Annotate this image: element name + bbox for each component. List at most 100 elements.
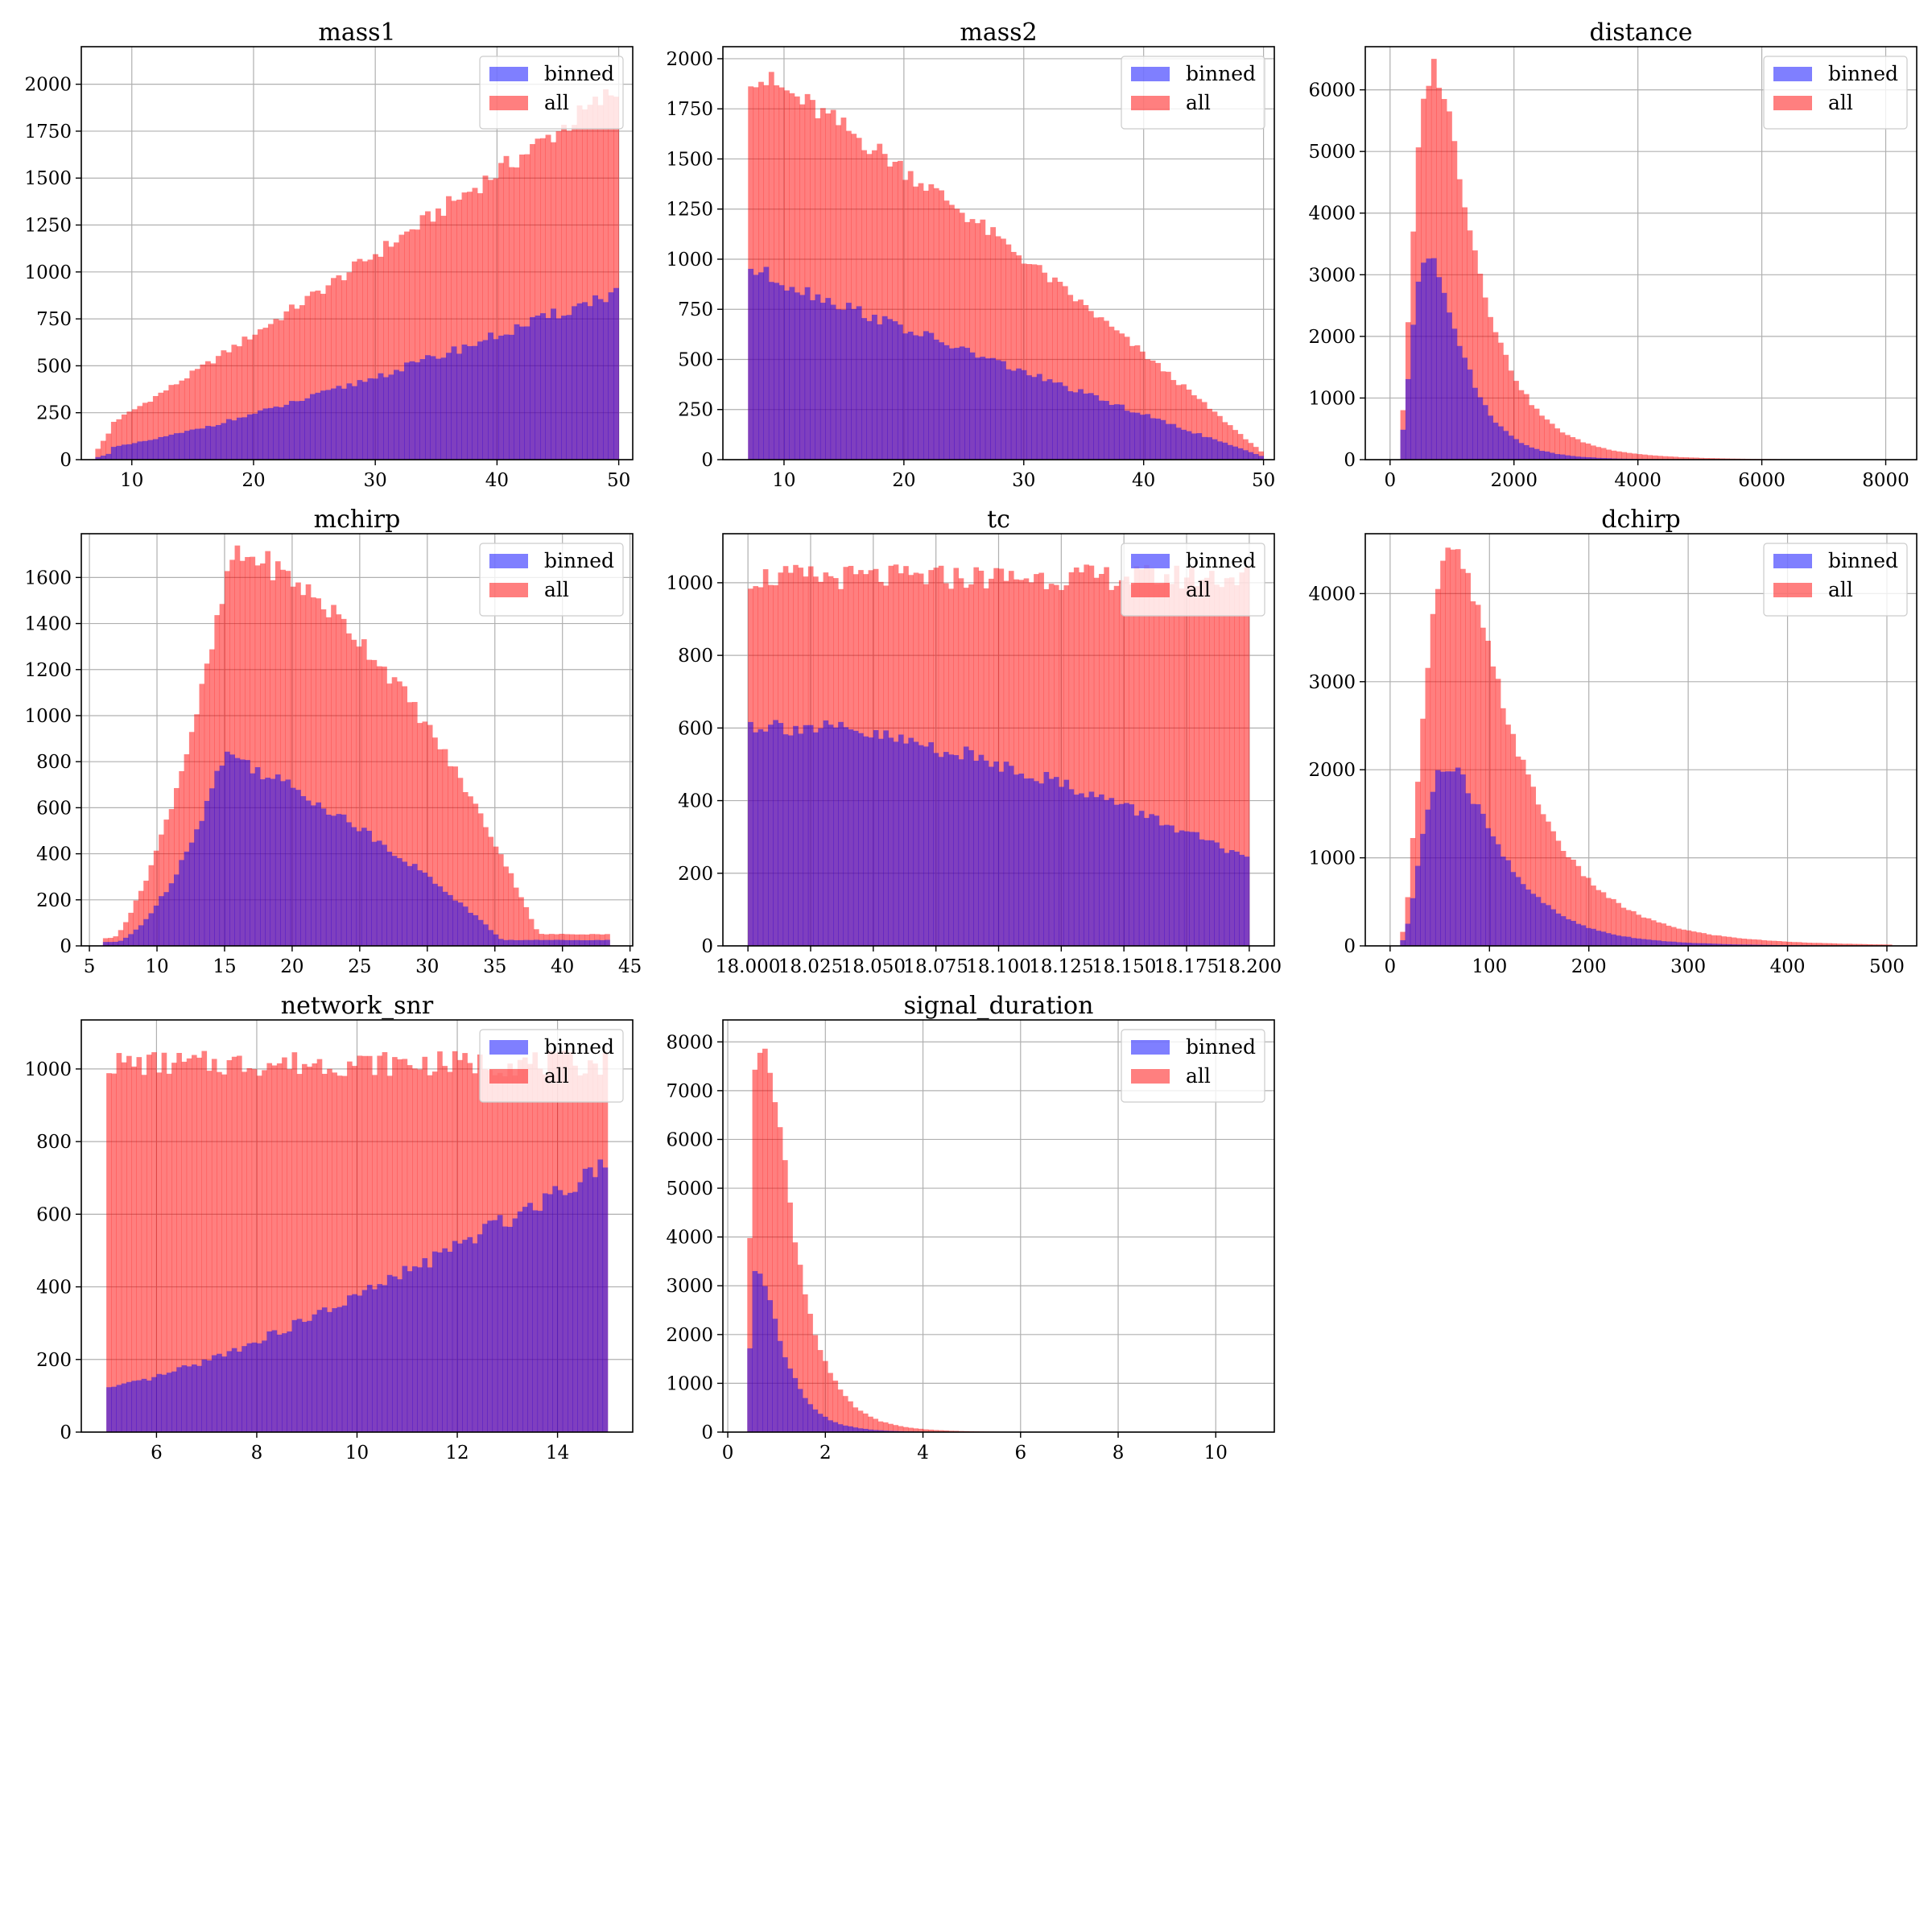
x-tick-label: 15 <box>213 956 236 977</box>
bar-binned <box>371 841 378 946</box>
bar-binned <box>1596 457 1602 460</box>
bar-binned <box>1570 456 1576 460</box>
bar-binned <box>782 734 789 946</box>
bar-all <box>351 639 357 946</box>
bar-all <box>215 356 221 460</box>
y-tick-label: 4000 <box>666 1228 713 1249</box>
bar-all <box>245 556 250 946</box>
bar-all <box>271 1065 278 1432</box>
legend-swatch <box>1131 1069 1170 1084</box>
bar-all <box>1219 587 1225 946</box>
bar-binned <box>1018 773 1025 946</box>
bar-binned <box>1731 944 1737 946</box>
bar-binned <box>351 827 357 946</box>
y-tick-label: 4000 <box>1308 204 1356 225</box>
bar-all <box>1523 394 1530 460</box>
bar-binned <box>1005 369 1012 460</box>
bar-binned <box>833 727 839 946</box>
bar-all <box>168 385 175 460</box>
panel-title: mchirp <box>314 506 401 534</box>
bar-binned <box>1585 457 1591 460</box>
bar-all <box>1647 455 1653 460</box>
legend-swatch <box>1773 96 1812 110</box>
bar-all <box>893 1425 899 1432</box>
bar-binned <box>892 321 898 460</box>
bar-all <box>1696 932 1702 946</box>
bar-all <box>1872 944 1877 946</box>
bar-all <box>332 1072 337 1432</box>
y-tick-label: 6000 <box>666 1129 713 1150</box>
bar-binned <box>388 374 394 460</box>
bar-binned <box>1585 927 1591 946</box>
bar-all <box>1237 434 1244 460</box>
bar-all <box>1113 585 1120 946</box>
bar-all <box>768 72 774 460</box>
bar-all <box>1083 304 1089 460</box>
bar-binned <box>204 426 211 460</box>
x-tick-label: 5 <box>84 956 96 977</box>
bar-all <box>1715 935 1722 946</box>
bar-binned <box>152 439 159 460</box>
bar-binned <box>1023 778 1030 946</box>
bar-binned <box>116 1385 122 1432</box>
bar-all <box>1539 415 1545 460</box>
bar-binned <box>797 1389 803 1432</box>
bar-all <box>1183 577 1190 946</box>
bar-all <box>1841 943 1847 946</box>
bar-all <box>1693 457 1699 460</box>
bar-binned <box>1505 860 1511 946</box>
bar-binned <box>1026 375 1032 460</box>
bar-binned <box>762 1286 768 1432</box>
y-tick-label: 1400 <box>24 614 72 635</box>
bar-all <box>518 897 524 946</box>
bar-binned <box>523 939 530 946</box>
bar-binned <box>1580 456 1586 460</box>
bar-binned <box>848 1426 853 1432</box>
bar-all <box>242 336 248 460</box>
bar-binned <box>427 1267 433 1432</box>
legend-label: binned <box>544 62 614 85</box>
bar-binned <box>278 407 284 460</box>
bar-binned <box>1028 778 1034 946</box>
bar-binned <box>163 892 170 946</box>
bar-all <box>918 1428 924 1432</box>
bar-binned <box>341 388 347 460</box>
legend: binned all <box>479 56 624 130</box>
bar-binned <box>1194 832 1199 946</box>
bar-all <box>336 614 342 946</box>
y-tick-label: 250 <box>678 400 713 421</box>
bar-all <box>1062 286 1068 460</box>
bar-all <box>1232 430 1238 460</box>
bar-all <box>280 569 286 946</box>
bar-all <box>1179 588 1185 946</box>
bar-binned <box>294 401 300 460</box>
bar-binned <box>963 746 969 946</box>
bar-all <box>1093 317 1100 460</box>
bar-all <box>908 1427 914 1432</box>
bar-binned <box>1139 415 1146 460</box>
bar-all <box>239 560 246 946</box>
bar-all <box>545 134 551 460</box>
bar-binned <box>830 304 836 460</box>
bar-binned <box>1518 443 1525 460</box>
y-tick-label: 2000 <box>1308 327 1356 348</box>
bar-all <box>325 617 332 946</box>
bar-all <box>1861 943 1868 946</box>
bar-binned <box>995 360 1001 460</box>
bar-all <box>483 827 489 946</box>
bar-all <box>273 319 279 460</box>
bar-binned <box>1149 814 1154 946</box>
bar-binned <box>1440 771 1446 946</box>
bar-binned <box>762 731 769 946</box>
bar-binned <box>402 861 408 946</box>
bar-all <box>559 934 565 946</box>
bar-binned <box>179 432 185 460</box>
bar-binned <box>242 1346 247 1432</box>
bar-all <box>1410 838 1416 946</box>
bar-binned <box>184 851 190 946</box>
bar-all <box>246 339 253 460</box>
bar-all <box>1124 576 1129 946</box>
bar-all <box>799 104 806 460</box>
bar-binned <box>332 1308 337 1432</box>
bar-binned <box>430 356 436 460</box>
